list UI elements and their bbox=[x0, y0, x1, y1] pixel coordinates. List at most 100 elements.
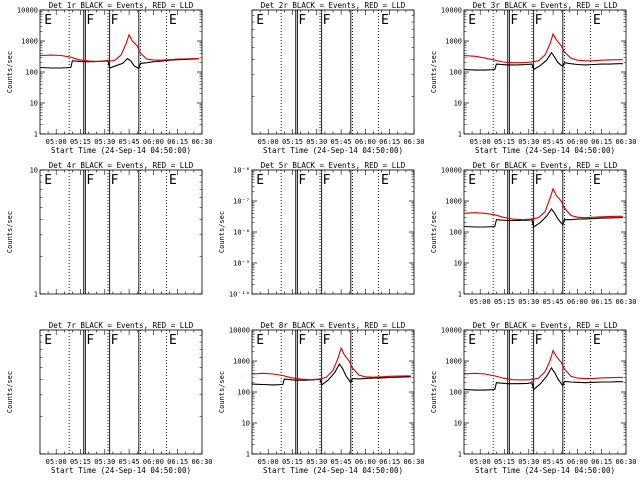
y-tick-label: 10000 bbox=[441, 167, 462, 175]
y-tick-label: 1 bbox=[458, 451, 462, 459]
y-axis-label: Counts/sec bbox=[430, 371, 438, 413]
flag-marker-f: F bbox=[323, 173, 331, 188]
x-tick-label: 05:00 bbox=[470, 298, 491, 306]
x-tick-label: 06:00 bbox=[143, 458, 164, 466]
x-tick-label: 06:30 bbox=[403, 138, 424, 146]
flag-marker-e: E bbox=[381, 13, 389, 28]
flag-marker-f: F bbox=[111, 333, 119, 348]
plot-frame bbox=[463, 329, 627, 455]
y-tick-label: 10 bbox=[242, 420, 250, 428]
lld-series-line bbox=[39, 33, 199, 62]
y-tick-label: 1000 bbox=[21, 38, 38, 46]
flag-marker-e: E bbox=[169, 173, 177, 188]
y-tick-label: 1 bbox=[458, 131, 462, 139]
y-tick-label: 1000 bbox=[445, 358, 462, 366]
y-axis-label: Counts/sec bbox=[430, 211, 438, 253]
y-tick-label: 1000 bbox=[445, 198, 462, 206]
x-tick-label: 05:15 bbox=[282, 138, 303, 146]
panel-title: Det 2r BLACK = Events, RED = LLD bbox=[261, 1, 406, 10]
plot-frame bbox=[463, 169, 627, 295]
plot-frame bbox=[251, 169, 415, 295]
detector-panel: Det 5r BLACK = Events, RED = LLD 10⁻¹⁰ 10⁻… bbox=[218, 161, 415, 299]
flag-marker-e: E bbox=[381, 173, 389, 188]
y-tick-label: 1 bbox=[458, 291, 462, 299]
flag-marker-f: F bbox=[86, 333, 94, 348]
x-tick-label: 05:45 bbox=[119, 138, 140, 146]
x-tick-label: 06:00 bbox=[355, 458, 376, 466]
flag-marker-e: E bbox=[256, 173, 264, 188]
x-axis-label: Start Time (24-Sep-14 04:50:00) bbox=[475, 466, 615, 475]
x-tick-label: 06:15 bbox=[379, 458, 400, 466]
y-tick-label: 1 bbox=[246, 451, 250, 459]
plot-frame bbox=[39, 329, 203, 455]
y-axis-label: Counts/sec bbox=[6, 51, 14, 93]
plot-frame bbox=[39, 9, 203, 135]
x-axis-label: Start Time (24-Sep-14 04:50:00) bbox=[51, 146, 191, 155]
flag-marker-f: F bbox=[298, 13, 306, 28]
flag-marker-f: F bbox=[298, 333, 306, 348]
flag-marker-f: F bbox=[510, 333, 518, 348]
x-tick-label: 06:30 bbox=[615, 138, 636, 146]
x-tick-label: 05:30 bbox=[518, 138, 539, 146]
x-tick-label: 06:00 bbox=[567, 138, 588, 146]
x-axis-label: Start Time (24-Sep-14 04:50:00) bbox=[475, 146, 615, 155]
detector-panel: Det 3r BLACK = Events, RED = LLD 1 10 100 10… bbox=[430, 1, 637, 155]
x-tick-label: 06:15 bbox=[167, 458, 188, 466]
flag-marker-e: E bbox=[169, 333, 177, 348]
y-tick-label: 1 bbox=[34, 291, 38, 299]
y-tick-label: 1000 bbox=[233, 358, 250, 366]
x-tick-label: 05:30 bbox=[518, 458, 539, 466]
flag-marker-f: F bbox=[323, 333, 331, 348]
flag-marker-e: E bbox=[468, 173, 476, 188]
y-tick-label: 10000 bbox=[17, 7, 38, 15]
x-tick-label: 05:00 bbox=[46, 138, 67, 146]
x-tick-label: 05:30 bbox=[306, 458, 327, 466]
x-tick-label: 05:45 bbox=[331, 458, 352, 466]
y-tick-label: 100 bbox=[237, 389, 250, 397]
y-tick-label: 10000 bbox=[441, 327, 462, 335]
x-tick-label: 05:15 bbox=[70, 138, 91, 146]
events-series-line bbox=[39, 57, 199, 70]
y-tick-label: 10 bbox=[30, 100, 38, 108]
panel-title: Det 1r BLACK = Events, RED = LLD bbox=[49, 1, 194, 10]
x-tick-label: 05:45 bbox=[119, 458, 140, 466]
y-axis-label: Counts/sec bbox=[6, 211, 14, 253]
x-tick-label: 06:30 bbox=[615, 458, 636, 466]
y-axis-label: Counts/sec bbox=[218, 371, 226, 413]
y-tick-label: 1 bbox=[34, 131, 38, 139]
flag-marker-e: E bbox=[593, 13, 601, 28]
flag-marker-e: E bbox=[593, 333, 601, 348]
x-tick-label: 05:45 bbox=[543, 298, 564, 306]
x-tick-label: 06:30 bbox=[191, 138, 212, 146]
x-tick-label: 06:15 bbox=[591, 458, 612, 466]
y-tick-label: 1000 bbox=[445, 38, 462, 46]
events-series-line bbox=[251, 362, 411, 386]
x-axis-label: Start Time (24-Sep-14 04:50:00) bbox=[263, 466, 403, 475]
flag-marker-e: E bbox=[169, 13, 177, 28]
lld-series-line bbox=[463, 187, 623, 221]
flag-marker-f: F bbox=[86, 173, 94, 188]
lld-series-line bbox=[251, 346, 411, 381]
flag-marker-e: E bbox=[256, 13, 264, 28]
flag-marker-e: E bbox=[44, 333, 52, 348]
x-tick-label: 06:00 bbox=[143, 138, 164, 146]
x-tick-label: 05:45 bbox=[543, 458, 564, 466]
x-tick-label: 06:15 bbox=[591, 138, 612, 146]
x-tick-label: 05:15 bbox=[70, 458, 91, 466]
x-tick-label: 05:45 bbox=[331, 138, 352, 146]
x-tick-label: 05:30 bbox=[94, 138, 115, 146]
x-tick-label: 06:30 bbox=[403, 458, 424, 466]
flag-marker-f: F bbox=[111, 13, 119, 28]
y-tick-label: 10 bbox=[454, 260, 462, 268]
x-tick-label: 05:15 bbox=[494, 298, 515, 306]
panel-title: Det 7r BLACK = Events, RED = LLD bbox=[49, 321, 194, 330]
x-tick-label: 06:00 bbox=[567, 298, 588, 306]
x-tick-label: 06:30 bbox=[615, 298, 636, 306]
flag-marker-f: F bbox=[535, 13, 543, 28]
x-tick-label: 06:00 bbox=[567, 458, 588, 466]
y-axis-label: Counts/sec bbox=[218, 211, 226, 253]
x-tick-label: 06:15 bbox=[591, 298, 612, 306]
flag-marker-e: E bbox=[256, 333, 264, 348]
